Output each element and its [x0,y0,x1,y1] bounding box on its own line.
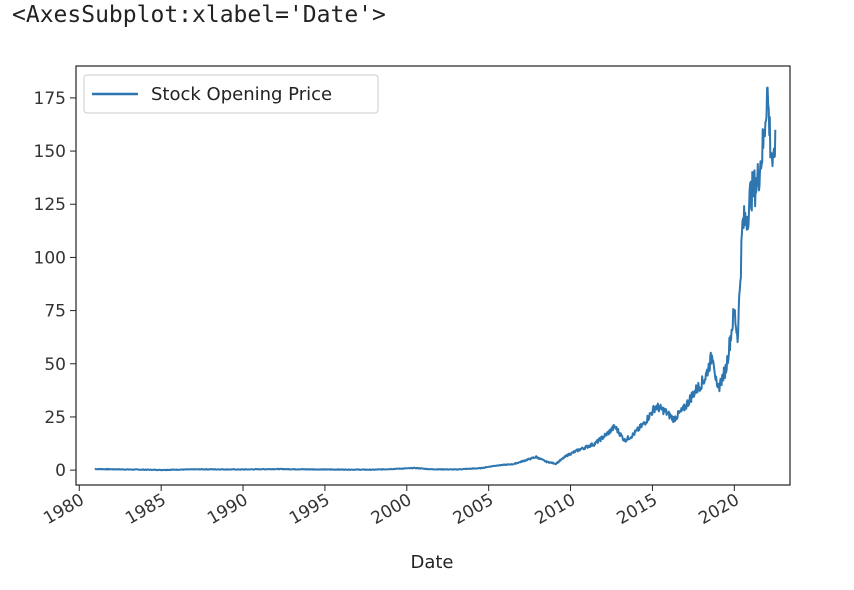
y-tick-label: 150 [34,142,66,162]
y-tick-label: 0 [55,461,66,481]
x-tick-label: 1990 [204,490,251,529]
y-tick-label: 175 [34,89,66,109]
x-axis-ticks: 1980 1985 1990 1995 2000 2005 2010 2015 2020 [40,485,743,529]
y-axis-ticks: 0 25 50 75 100 125 150 175 [34,89,76,481]
series-line-stock-opening-price [94,86,777,472]
y-tick-label: 25 [44,408,66,428]
x-tick-label: 2010 [532,490,579,529]
x-tick-label: 1985 [122,490,169,529]
y-tick-label: 75 [44,302,66,322]
legend-box [83,74,379,114]
y-tick-label: 100 [34,248,66,268]
x-tick-label: 2000 [368,490,415,529]
x-tick-label: 2020 [695,490,742,529]
legend: Stock Opening Price [83,74,379,114]
series-layer [94,86,777,472]
legend-label: Stock Opening Price [151,84,332,105]
y-tick-label: 125 [34,195,66,215]
axes-frame [75,65,791,486]
x-tick-label: 2015 [613,490,660,529]
output-repr-text: <AxesSubplot:xlabel='Date'> [12,2,386,28]
x-tick-label: 1995 [286,490,333,529]
y-tick-label: 50 [44,355,66,375]
x-tick-label: 1980 [40,490,87,529]
x-tick-label: 2005 [450,490,497,529]
x-axis-label: Date [410,552,453,573]
